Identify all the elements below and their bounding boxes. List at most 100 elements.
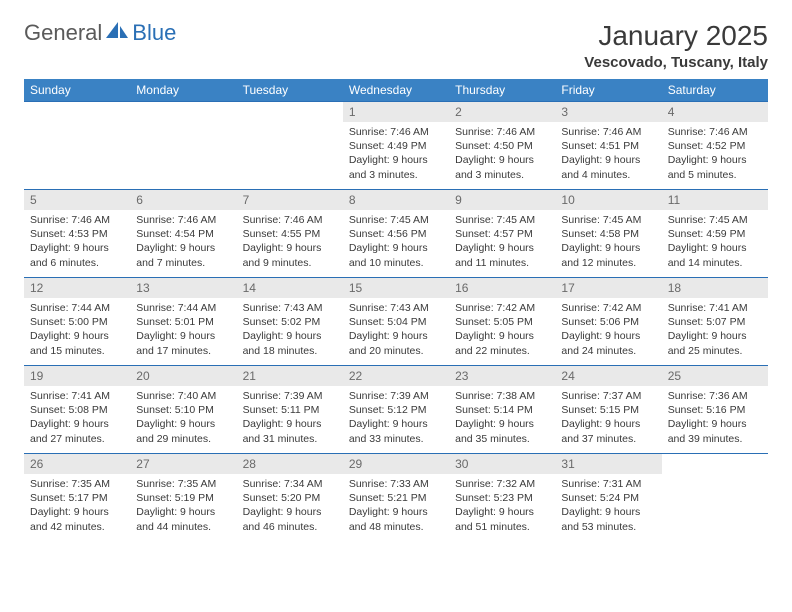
day-details: Sunrise: 7:44 AMSunset: 5:01 PMDaylight:… [130,298,236,364]
day-number: 14 [237,278,343,298]
day-number: 30 [449,454,555,474]
day-details: Sunrise: 7:34 AMSunset: 5:20 PMDaylight:… [237,474,343,540]
day-number: 19 [24,366,130,386]
calendar-cell: 8Sunrise: 7:45 AMSunset: 4:56 PMDaylight… [343,190,449,278]
calendar-header-row: Sunday Monday Tuesday Wednesday Thursday… [24,79,768,102]
location-subtitle: Vescovado, Tuscany, Italy [584,54,768,71]
day-details: Sunrise: 7:39 AMSunset: 5:11 PMDaylight:… [237,386,343,452]
calendar-cell: 24Sunrise: 7:37 AMSunset: 5:15 PMDayligh… [555,366,661,454]
calendar-cell: 22Sunrise: 7:39 AMSunset: 5:12 PMDayligh… [343,366,449,454]
col-header: Wednesday [343,79,449,102]
day-number: 31 [555,454,661,474]
day-details: Sunrise: 7:42 AMSunset: 5:05 PMDaylight:… [449,298,555,364]
calendar-body: 1Sunrise: 7:46 AMSunset: 4:49 PMDaylight… [24,102,768,542]
day-number: 21 [237,366,343,386]
day-number: 17 [555,278,661,298]
calendar-table: Sunday Monday Tuesday Wednesday Thursday… [24,79,768,542]
day-details: Sunrise: 7:45 AMSunset: 4:57 PMDaylight:… [449,210,555,276]
calendar-cell: 5Sunrise: 7:46 AMSunset: 4:53 PMDaylight… [24,190,130,278]
day-number: 27 [130,454,236,474]
day-details: Sunrise: 7:46 AMSunset: 4:49 PMDaylight:… [343,122,449,188]
day-details: Sunrise: 7:45 AMSunset: 4:56 PMDaylight:… [343,210,449,276]
calendar-cell: 6Sunrise: 7:46 AMSunset: 4:54 PMDaylight… [130,190,236,278]
calendar-cell: 15Sunrise: 7:43 AMSunset: 5:04 PMDayligh… [343,278,449,366]
calendar-cell: 4Sunrise: 7:46 AMSunset: 4:52 PMDaylight… [662,102,768,190]
day-number: 24 [555,366,661,386]
day-number: 4 [662,102,768,122]
day-number: 22 [343,366,449,386]
day-number: 18 [662,278,768,298]
day-number: 28 [237,454,343,474]
brand-text-general: General [24,20,102,46]
calendar-cell: 9Sunrise: 7:45 AMSunset: 4:57 PMDaylight… [449,190,555,278]
day-number: 20 [130,366,236,386]
calendar-cell: 12Sunrise: 7:44 AMSunset: 5:00 PMDayligh… [24,278,130,366]
day-details: Sunrise: 7:35 AMSunset: 5:19 PMDaylight:… [130,474,236,540]
day-number: 9 [449,190,555,210]
calendar-cell: 3Sunrise: 7:46 AMSunset: 4:51 PMDaylight… [555,102,661,190]
brand-text-blue: Blue [132,20,176,46]
day-number: 10 [555,190,661,210]
calendar-cell: 18Sunrise: 7:41 AMSunset: 5:07 PMDayligh… [662,278,768,366]
day-number: 11 [662,190,768,210]
day-number: 12 [24,278,130,298]
day-details: Sunrise: 7:45 AMSunset: 4:59 PMDaylight:… [662,210,768,276]
day-number: 25 [662,366,768,386]
day-details: Sunrise: 7:43 AMSunset: 5:02 PMDaylight:… [237,298,343,364]
calendar-cell: 20Sunrise: 7:40 AMSunset: 5:10 PMDayligh… [130,366,236,454]
page-header: General Blue January 2025 Vescovado, Tus… [24,20,768,71]
col-header: Tuesday [237,79,343,102]
day-number: 13 [130,278,236,298]
calendar-cell [237,102,343,190]
col-header: Thursday [449,79,555,102]
day-details: Sunrise: 7:46 AMSunset: 4:53 PMDaylight:… [24,210,130,276]
col-header: Sunday [24,79,130,102]
day-number: 29 [343,454,449,474]
calendar-cell: 11Sunrise: 7:45 AMSunset: 4:59 PMDayligh… [662,190,768,278]
day-number: 23 [449,366,555,386]
brand-logo: General Blue [24,20,176,46]
day-number: 16 [449,278,555,298]
calendar-cell: 16Sunrise: 7:42 AMSunset: 5:05 PMDayligh… [449,278,555,366]
day-details: Sunrise: 7:46 AMSunset: 4:52 PMDaylight:… [662,122,768,188]
calendar-week-row: 12Sunrise: 7:44 AMSunset: 5:00 PMDayligh… [24,278,768,366]
day-number: 8 [343,190,449,210]
day-details: Sunrise: 7:41 AMSunset: 5:08 PMDaylight:… [24,386,130,452]
day-number: 5 [24,190,130,210]
title-block: January 2025 Vescovado, Tuscany, Italy [584,20,768,71]
sail-icon [104,20,130,46]
day-details: Sunrise: 7:42 AMSunset: 5:06 PMDaylight:… [555,298,661,364]
day-details: Sunrise: 7:36 AMSunset: 5:16 PMDaylight:… [662,386,768,452]
calendar-cell: 10Sunrise: 7:45 AMSunset: 4:58 PMDayligh… [555,190,661,278]
col-header: Saturday [662,79,768,102]
calendar-cell: 13Sunrise: 7:44 AMSunset: 5:01 PMDayligh… [130,278,236,366]
calendar-cell: 7Sunrise: 7:46 AMSunset: 4:55 PMDaylight… [237,190,343,278]
day-details: Sunrise: 7:39 AMSunset: 5:12 PMDaylight:… [343,386,449,452]
day-details: Sunrise: 7:38 AMSunset: 5:14 PMDaylight:… [449,386,555,452]
day-details: Sunrise: 7:41 AMSunset: 5:07 PMDaylight:… [662,298,768,364]
day-number: 2 [449,102,555,122]
calendar-cell: 31Sunrise: 7:31 AMSunset: 5:24 PMDayligh… [555,454,661,542]
calendar-week-row: 26Sunrise: 7:35 AMSunset: 5:17 PMDayligh… [24,454,768,542]
calendar-cell [24,102,130,190]
calendar-cell: 26Sunrise: 7:35 AMSunset: 5:17 PMDayligh… [24,454,130,542]
day-number: 1 [343,102,449,122]
day-details: Sunrise: 7:35 AMSunset: 5:17 PMDaylight:… [24,474,130,540]
day-number: 6 [130,190,236,210]
calendar-cell: 2Sunrise: 7:46 AMSunset: 4:50 PMDaylight… [449,102,555,190]
page-title: January 2025 [584,20,768,52]
day-details: Sunrise: 7:31 AMSunset: 5:24 PMDaylight:… [555,474,661,540]
col-header: Monday [130,79,236,102]
calendar-week-row: 19Sunrise: 7:41 AMSunset: 5:08 PMDayligh… [24,366,768,454]
calendar-cell: 30Sunrise: 7:32 AMSunset: 5:23 PMDayligh… [449,454,555,542]
calendar-cell: 17Sunrise: 7:42 AMSunset: 5:06 PMDayligh… [555,278,661,366]
day-number: 15 [343,278,449,298]
calendar-cell: 19Sunrise: 7:41 AMSunset: 5:08 PMDayligh… [24,366,130,454]
calendar-cell: 28Sunrise: 7:34 AMSunset: 5:20 PMDayligh… [237,454,343,542]
calendar-cell: 1Sunrise: 7:46 AMSunset: 4:49 PMDaylight… [343,102,449,190]
col-header: Friday [555,79,661,102]
calendar-cell: 14Sunrise: 7:43 AMSunset: 5:02 PMDayligh… [237,278,343,366]
day-details: Sunrise: 7:44 AMSunset: 5:00 PMDaylight:… [24,298,130,364]
calendar-cell [130,102,236,190]
day-details: Sunrise: 7:46 AMSunset: 4:55 PMDaylight:… [237,210,343,276]
